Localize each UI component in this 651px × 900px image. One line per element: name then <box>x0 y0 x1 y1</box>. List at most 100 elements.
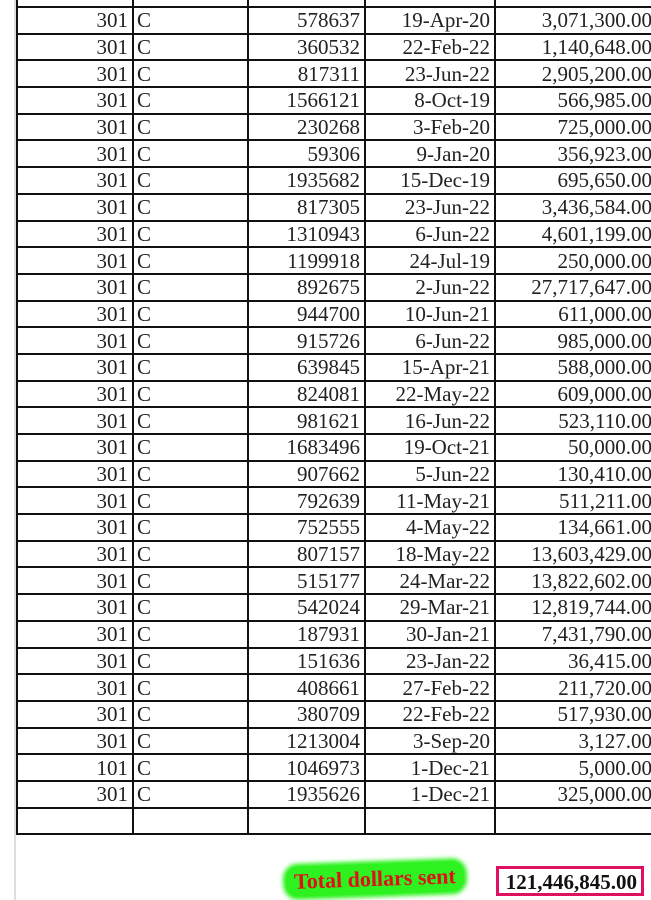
type-cell: C <box>132 112 249 142</box>
type-cell: C <box>132 379 249 409</box>
table-row: 301 C 1199918 24-Jul-19 250,000.00 <box>16 246 651 275</box>
code-cell: 301 <box>16 646 134 676</box>
date-cell: 5-Jun-22 <box>364 459 496 489</box>
amount-cell: 250,000.00 <box>494 246 651 275</box>
date-cell: 27-Feb-22 <box>364 673 496 702</box>
table-row: 301 C 915726 6-Jun-22 985,000.00 <box>16 326 651 355</box>
table-row: 301 C 187931 30-Jan-21 7,431,790.00 <box>16 619 651 649</box>
type-cell: C <box>132 486 249 516</box>
total-value: 121,446,845.00 <box>496 866 644 896</box>
table-row: 301 C 515177 24-Mar-22 13,822,602.00 <box>16 566 651 596</box>
type-cell: C <box>132 566 249 596</box>
table-row: 301 C 1683496 19-Oct-21 50,000.00 <box>16 433 651 462</box>
date-cell: 1-Dec-21 <box>364 779 496 809</box>
table-row: 301 C 230268 3-Feb-20 725,000.00 <box>16 112 651 142</box>
table-row: 301 C 639845 15-Apr-21 588,000.00 <box>16 352 651 382</box>
spreadsheet: 301 C 578637 19-Apr-20 3,071,300.00 301 C 36053… <box>16 0 651 836</box>
type-cell: C <box>132 513 249 542</box>
id-cell: 1310943 <box>247 219 366 249</box>
table-row: 301 C 807157 18-May-22 13,603,429.00 <box>16 539 651 569</box>
code-cell: 301 <box>16 379 134 409</box>
date-cell: 22-Feb-22 <box>364 32 496 62</box>
type-cell: C <box>132 272 249 302</box>
table-row: 301 C 59306 9-Jan-20 356,923.00 <box>16 139 651 169</box>
amount-cell: 3,436,584.00 <box>494 192 651 222</box>
code-cell: 301 <box>16 486 134 516</box>
code-cell: 301 <box>16 593 134 622</box>
amount-cell: 609,000.00 <box>494 379 651 409</box>
code-cell: 301 <box>16 32 134 62</box>
id-cell: 817311 <box>247 59 366 89</box>
code-cell: 301 <box>16 219 134 249</box>
id-cell: 59306 <box>247 139 366 169</box>
date-cell: 15-Dec-19 <box>364 166 496 195</box>
amount-cell: 325,000.00 <box>494 779 651 809</box>
code-cell: 301 <box>16 6 134 35</box>
code-cell: 301 <box>16 352 134 382</box>
table-row: 301 C 752555 4-May-22 134,661.00 <box>16 513 651 542</box>
table-row: 301 C 408661 27-Feb-22 211,720.00 <box>16 673 651 702</box>
amount-cell: 3,127.00 <box>494 726 651 756</box>
type-cell: C <box>132 6 249 35</box>
amount-cell: 2,905,200.00 <box>494 59 651 89</box>
id-cell: 515177 <box>247 566 366 596</box>
code-cell: 301 <box>16 619 134 649</box>
type-cell: C <box>132 86 249 115</box>
table-row: 301 C 824081 22-May-22 609,000.00 <box>16 379 651 409</box>
transactions-table: 301 C 578637 19-Apr-20 3,071,300.00 301 C 36053… <box>16 0 651 836</box>
cell <box>364 806 496 836</box>
amount-cell: 50,000.00 <box>494 433 651 462</box>
type-cell: C <box>132 246 249 275</box>
table-row: 301 C 151636 23-Jan-22 36,415.00 <box>16 646 651 676</box>
table-row: 301 C 907662 5-Jun-22 130,410.00 <box>16 459 651 489</box>
date-cell: 1-Dec-21 <box>364 753 496 782</box>
id-cell: 578637 <box>247 6 366 35</box>
id-cell: 542024 <box>247 593 366 622</box>
id-cell: 360532 <box>247 32 366 62</box>
type-cell: C <box>132 593 249 622</box>
type-cell: C <box>132 352 249 382</box>
amount-cell: 566,985.00 <box>494 86 651 115</box>
type-cell: C <box>132 219 249 249</box>
cell <box>16 806 134 836</box>
code-cell: 301 <box>16 246 134 275</box>
type-cell: C <box>132 433 249 462</box>
id-cell: 1213004 <box>247 726 366 756</box>
code-cell: 301 <box>16 779 134 809</box>
id-cell: 907662 <box>247 459 366 489</box>
code-cell: 301 <box>16 326 134 355</box>
cell <box>494 0 651 8</box>
id-cell: 892675 <box>247 272 366 302</box>
date-cell: 24-Jul-19 <box>364 246 496 275</box>
id-cell: 230268 <box>247 112 366 142</box>
amount-cell: 695,650.00 <box>494 166 651 195</box>
type-cell: C <box>132 299 249 329</box>
date-cell: 22-May-22 <box>364 379 496 409</box>
date-cell: 10-Jun-21 <box>364 299 496 329</box>
id-cell: 380709 <box>247 699 366 729</box>
amount-cell: 511,211.00 <box>494 486 651 516</box>
date-cell: 23-Jun-22 <box>364 192 496 222</box>
type-cell: C <box>132 166 249 195</box>
code-cell: 301 <box>16 566 134 596</box>
table-row-partial <box>16 0 651 8</box>
code-cell: 301 <box>16 513 134 542</box>
amount-cell: 134,661.00 <box>494 513 651 542</box>
amount-cell: 13,822,602.00 <box>494 566 651 596</box>
table-row: 301 C 542024 29-Mar-21 12,819,744.00 <box>16 593 651 622</box>
table-row: 301 C 1213004 3-Sep-20 3,127.00 <box>16 726 651 756</box>
type-cell: C <box>132 32 249 62</box>
code-cell: 301 <box>16 459 134 489</box>
amount-cell: 523,110.00 <box>494 406 651 435</box>
date-cell: 29-Mar-21 <box>364 593 496 622</box>
type-cell: C <box>132 753 249 782</box>
type-cell: C <box>132 326 249 355</box>
amount-cell: 5,000.00 <box>494 753 651 782</box>
total-label: Total dollars sent <box>285 860 465 898</box>
type-cell: C <box>132 646 249 676</box>
date-cell: 23-Jan-22 <box>364 646 496 676</box>
id-cell: 187931 <box>247 619 366 649</box>
date-cell: 2-Jun-22 <box>364 272 496 302</box>
table-row: 301 C 792639 11-May-21 511,211.00 <box>16 486 651 516</box>
table-row: 301 C 817305 23-Jun-22 3,436,584.00 <box>16 192 651 222</box>
